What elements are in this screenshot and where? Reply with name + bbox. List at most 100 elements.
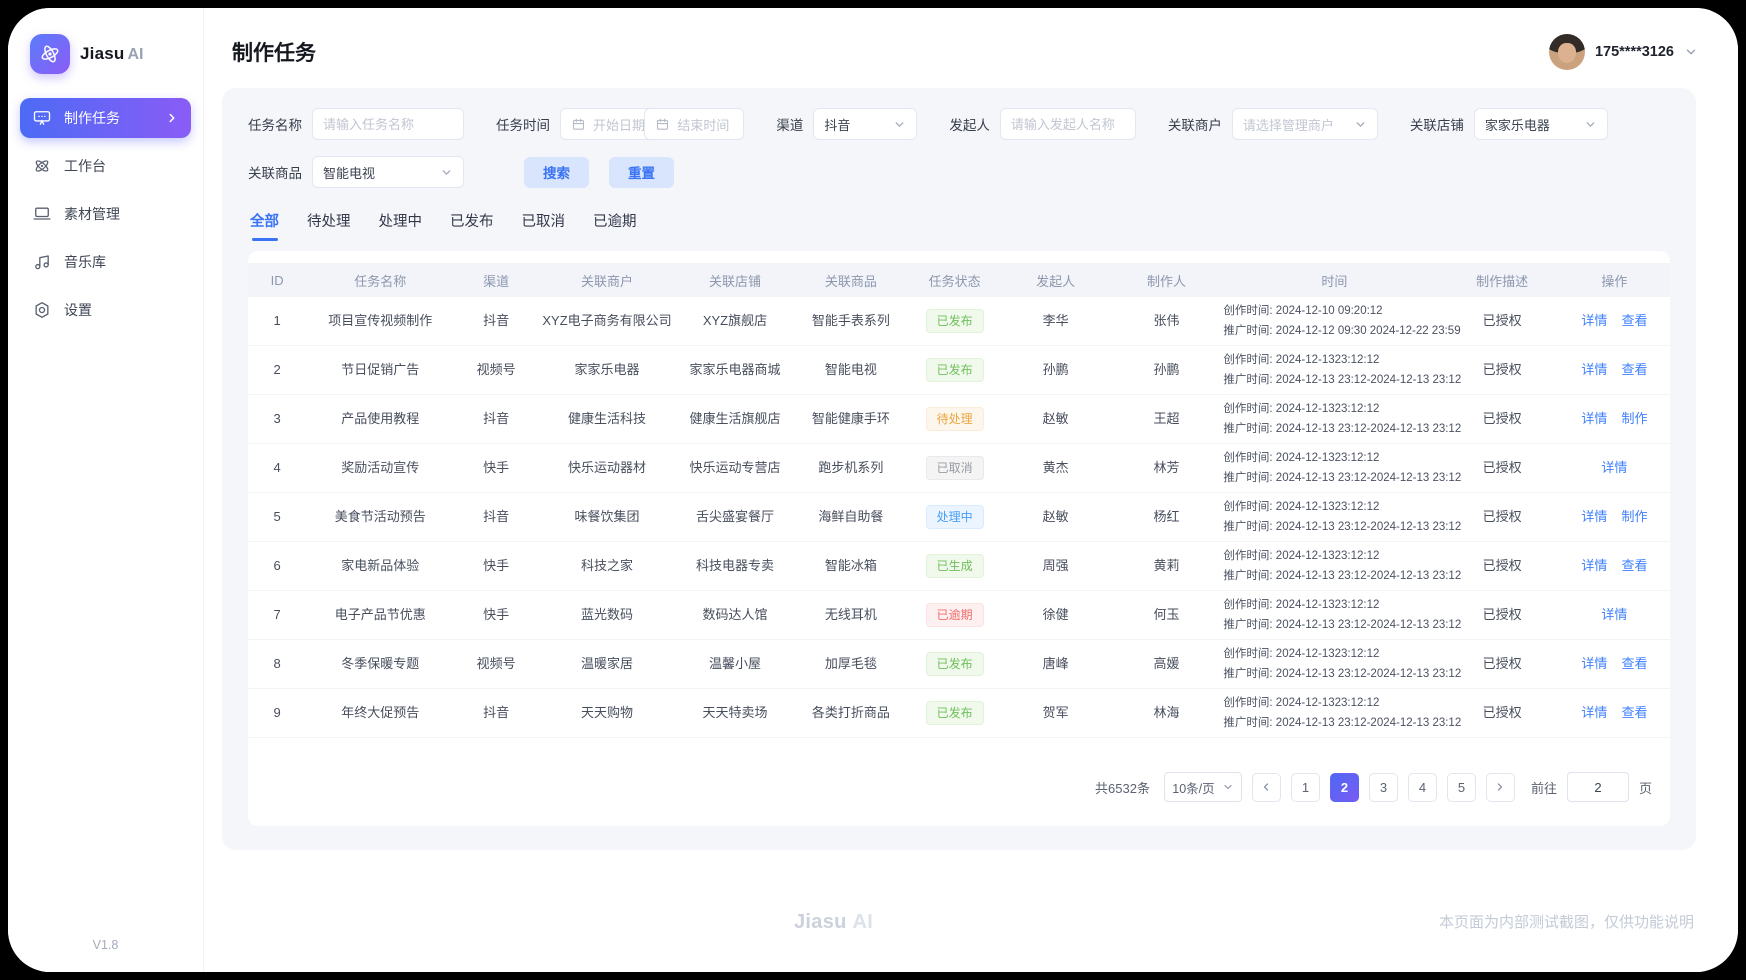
user-menu[interactable]: 175****3126 bbox=[1548, 34, 1698, 70]
chevron-right-icon bbox=[1494, 781, 1506, 793]
cell-task-name: 项目宣传视频制作 bbox=[328, 313, 433, 329]
cell-maker: 杨红 bbox=[1153, 509, 1180, 525]
action-link[interactable]: 查看 bbox=[1621, 313, 1648, 329]
cell-store: 科技电器专卖 bbox=[695, 558, 774, 574]
cell-id: 7 bbox=[273, 607, 281, 623]
sidebar-item-4[interactable]: 设置 bbox=[20, 290, 191, 330]
action-link[interactable]: 查看 bbox=[1621, 656, 1648, 672]
task-name-input[interactable] bbox=[323, 116, 453, 132]
action-link[interactable]: 详情 bbox=[1581, 509, 1608, 525]
cell-desc: 已授权 bbox=[1482, 558, 1522, 574]
action-link[interactable]: 详情 bbox=[1581, 313, 1608, 329]
merchant-select[interactable]: 请选择管理商户 bbox=[1231, 108, 1378, 140]
cell-channel: 快手 bbox=[483, 558, 510, 574]
table-row: 3 产品使用教程 抖音 健康生活科技 健康生活旗舰店 智能健康手环 待处理 赵敏 王超 创作时间:… bbox=[248, 395, 1670, 444]
action-link[interactable]: 查看 bbox=[1621, 705, 1648, 721]
tab-0[interactable]: 全部 bbox=[250, 210, 279, 241]
action-link[interactable]: 详情 bbox=[1581, 411, 1608, 427]
tab-3[interactable]: 已发布 bbox=[450, 214, 494, 230]
sidebar-item-0[interactable]: 制作任务 bbox=[20, 98, 191, 138]
action-link[interactable]: 详情 bbox=[1581, 705, 1608, 721]
end-date-picker[interactable]: 结束时间 bbox=[644, 108, 745, 140]
cell-product: 智能健康手环 bbox=[811, 411, 890, 427]
page-button-2[interactable]: 2 bbox=[1329, 772, 1359, 802]
action-link[interactable]: 查看 bbox=[1621, 558, 1648, 574]
channel-select[interactable]: 抖音 bbox=[813, 108, 918, 140]
cell-id: 1 bbox=[273, 313, 281, 329]
cell-desc: 已授权 bbox=[1482, 362, 1522, 378]
cell-merchant: 蓝光数码 bbox=[581, 607, 634, 623]
end-date-placeholder: 结束时间 bbox=[677, 117, 730, 133]
cell-desc: 已授权 bbox=[1482, 607, 1522, 623]
sidebar-item-1[interactable]: 工作台 bbox=[20, 146, 191, 186]
tab-1[interactable]: 待处理 bbox=[307, 214, 351, 230]
reset-button[interactable]: 重置 bbox=[609, 156, 674, 188]
cell-product: 各类打折商品 bbox=[811, 705, 890, 721]
action-link[interactable]: 详情 bbox=[1581, 558, 1608, 574]
table-row: 4 奖励活动宣传 快手 快乐运动器材 快乐运动专营店 跑步机系列 已取消 黄杰 林芳 创作时间: … bbox=[248, 444, 1670, 493]
cell-time: 创作时间: 2024-12-1323:12:12 推广时间: 2024-12-13… bbox=[1223, 598, 1462, 631]
cell-time: 创作时间: 2024-12-1323:12:12 推广时间: 2024-12-13… bbox=[1223, 402, 1462, 435]
task-name-field bbox=[312, 108, 464, 140]
cell-status: 已生成 bbox=[908, 553, 1002, 579]
sidebar-item-label: 制作任务 bbox=[64, 110, 120, 126]
cell-merchant: 健康生活科技 bbox=[568, 411, 647, 427]
cell-id: 8 bbox=[273, 656, 281, 672]
tab-5[interactable]: 已逾期 bbox=[593, 214, 637, 230]
avatar[interactable] bbox=[1548, 34, 1585, 70]
action-link[interactable]: 详情 bbox=[1601, 460, 1628, 476]
cell-actions: 详情 查看 bbox=[1559, 361, 1670, 379]
atom-icon bbox=[32, 156, 52, 176]
cell-desc: 已授权 bbox=[1482, 460, 1522, 476]
tab-2[interactable]: 处理中 bbox=[378, 214, 423, 230]
calendar-icon bbox=[655, 117, 670, 132]
pagination-total: 共6532条 bbox=[1095, 780, 1150, 796]
page-button-1[interactable]: 1 bbox=[1290, 772, 1320, 802]
cell-maker: 王超 bbox=[1153, 411, 1180, 427]
store-select[interactable]: 家家乐电器 bbox=[1473, 108, 1608, 140]
chevron-down-icon bbox=[1222, 781, 1234, 793]
action-link[interactable]: 查看 bbox=[1621, 362, 1648, 378]
action-link[interactable]: 制作 bbox=[1621, 509, 1648, 525]
footer-note: 本页面为内部测试截图，仅供功能说明 bbox=[1438, 914, 1694, 931]
sidebar-item-2[interactable]: 素材管理 bbox=[20, 194, 191, 234]
cell-id: 2 bbox=[273, 362, 281, 378]
product-label: 关联商品 bbox=[248, 166, 302, 181]
cell-task-name: 节日促销广告 bbox=[341, 362, 420, 378]
cell-actions: 详情 制作 bbox=[1559, 410, 1670, 428]
action-link[interactable]: 制作 bbox=[1621, 411, 1648, 427]
sidebar-item-3[interactable]: 音乐库 bbox=[20, 242, 191, 282]
cell-id: 3 bbox=[273, 411, 281, 427]
cell-id: 4 bbox=[273, 460, 281, 476]
status-badge: 已发布 bbox=[925, 357, 984, 383]
initiator-input[interactable] bbox=[1010, 116, 1125, 132]
cell-initiator: 周强 bbox=[1042, 558, 1069, 574]
start-date-picker[interactable]: 开始日期 bbox=[560, 108, 660, 140]
tab-4[interactable]: 已取消 bbox=[521, 214, 566, 230]
page-size-select[interactable]: 10条/页 bbox=[1163, 772, 1242, 802]
chevron-down-icon bbox=[1354, 118, 1367, 131]
next-page-button[interactable] bbox=[1485, 772, 1515, 802]
action-link[interactable]: 详情 bbox=[1581, 362, 1608, 378]
column-header: 关联店铺 bbox=[708, 273, 761, 289]
status-badge: 已发布 bbox=[925, 700, 984, 726]
page-button-5[interactable]: 5 bbox=[1446, 772, 1476, 802]
action-link[interactable]: 详情 bbox=[1601, 607, 1628, 623]
brand-logo-icon bbox=[30, 34, 70, 74]
cell-initiator: 李华 bbox=[1042, 313, 1069, 329]
action-link[interactable]: 详情 bbox=[1581, 656, 1608, 672]
page-button-4[interactable]: 4 bbox=[1407, 772, 1437, 802]
prev-page-button[interactable] bbox=[1251, 772, 1281, 802]
goto-page-input[interactable] bbox=[1566, 772, 1629, 802]
cell-status: 处理中 bbox=[908, 504, 1002, 530]
user-name: 175****3126 bbox=[1594, 44, 1674, 60]
search-button[interactable]: 搜索 bbox=[524, 156, 589, 188]
cell-product: 无线耳机 bbox=[824, 607, 877, 623]
product-select[interactable]: 智能电视 bbox=[312, 156, 464, 188]
status-badge: 已逾期 bbox=[925, 602, 984, 628]
main-area: 制作任务 175****3126 任务名称 任务时间 bbox=[204, 8, 1738, 972]
status-badge: 待处理 bbox=[925, 406, 984, 432]
cell-merchant: 快乐运动器材 bbox=[568, 460, 647, 476]
page-button-3[interactable]: 3 bbox=[1368, 772, 1398, 802]
cell-product: 跑步机系列 bbox=[818, 460, 884, 476]
